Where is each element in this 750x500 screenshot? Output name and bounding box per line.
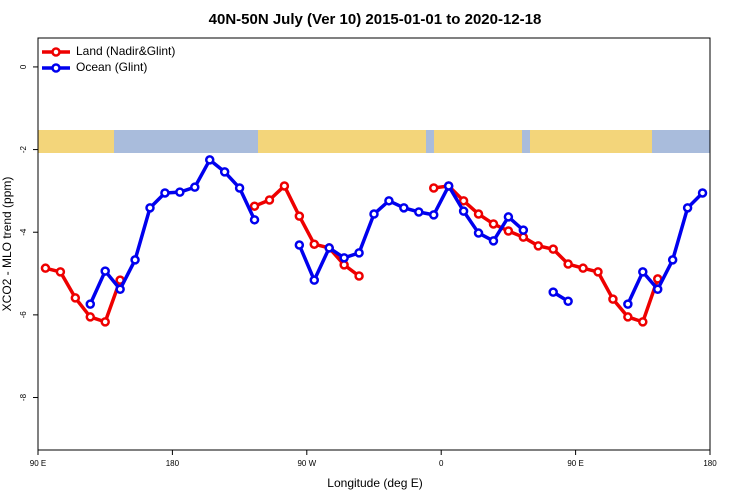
point xyxy=(443,181,454,191)
point xyxy=(563,259,573,269)
point xyxy=(85,299,96,309)
point xyxy=(369,209,379,219)
x-tick-label: 180 xyxy=(703,459,717,468)
point xyxy=(264,195,275,205)
point xyxy=(458,196,469,206)
point xyxy=(638,317,648,327)
point xyxy=(309,275,320,285)
land-band xyxy=(258,130,426,153)
point xyxy=(339,253,349,263)
legend-label: Land (Nadir&Glint) xyxy=(76,44,175,58)
plot-frame xyxy=(37,37,711,451)
point xyxy=(488,219,499,229)
point xyxy=(234,183,245,193)
legend-marker xyxy=(51,63,61,73)
point xyxy=(548,287,558,297)
land-band xyxy=(38,130,114,153)
y-axis-label: XCO2 - MLO trend (ppm) xyxy=(0,177,14,312)
point xyxy=(55,267,66,277)
point xyxy=(593,267,603,277)
point xyxy=(70,293,81,303)
legend-label: Ocean (Glint) xyxy=(76,60,147,74)
point xyxy=(682,203,693,213)
point xyxy=(294,211,305,221)
point xyxy=(667,255,678,265)
point xyxy=(324,243,334,253)
x-tick-label: 0 xyxy=(439,459,444,468)
point xyxy=(190,182,200,192)
point xyxy=(638,267,648,277)
point xyxy=(503,226,514,236)
y-tick-label: -2 xyxy=(19,145,28,153)
land-band xyxy=(530,130,652,153)
point xyxy=(279,181,290,191)
point xyxy=(503,212,514,222)
point xyxy=(518,225,529,235)
point xyxy=(608,294,618,304)
series-line xyxy=(88,158,704,305)
point xyxy=(175,187,185,197)
map-strip xyxy=(38,130,710,153)
point xyxy=(623,299,633,309)
x-tick-label: 90 E xyxy=(30,459,46,468)
point xyxy=(100,317,110,327)
point xyxy=(384,196,394,206)
point xyxy=(249,201,260,211)
point xyxy=(85,312,96,322)
x-axis-label: Longitude (deg E) xyxy=(327,476,422,490)
y-tick-label: 0 xyxy=(19,64,28,69)
point xyxy=(130,255,140,265)
point xyxy=(399,203,409,213)
point xyxy=(204,155,215,165)
point xyxy=(488,236,499,246)
point xyxy=(652,284,663,294)
point xyxy=(428,210,439,220)
y-tick-label: -6 xyxy=(19,311,28,319)
point xyxy=(40,263,51,273)
x-tick-label: 90 W xyxy=(297,459,316,468)
point xyxy=(428,183,439,193)
point xyxy=(533,241,544,251)
point xyxy=(115,284,125,294)
legend-marker xyxy=(51,47,61,57)
point xyxy=(354,248,364,258)
point xyxy=(160,188,170,198)
land-band xyxy=(434,130,522,153)
point xyxy=(219,167,230,177)
point xyxy=(697,188,708,198)
point xyxy=(354,271,364,281)
point xyxy=(623,312,633,322)
point xyxy=(249,215,260,225)
y-tick-label: -8 xyxy=(19,393,28,401)
point xyxy=(473,228,484,238)
x-tick-label: 180 xyxy=(166,459,180,468)
point xyxy=(578,263,588,273)
x-tick-label: 90 E xyxy=(567,459,583,468)
point xyxy=(473,209,484,219)
point xyxy=(294,240,305,250)
point xyxy=(458,206,469,216)
chart-title: 40N-50N July (Ver 10) 2015-01-01 to 2020… xyxy=(209,11,542,28)
point xyxy=(548,244,558,254)
point xyxy=(100,266,110,276)
point xyxy=(563,296,573,306)
point xyxy=(414,207,424,217)
point xyxy=(309,239,320,249)
y-tick-label: -4 xyxy=(19,228,28,236)
point xyxy=(145,203,155,213)
